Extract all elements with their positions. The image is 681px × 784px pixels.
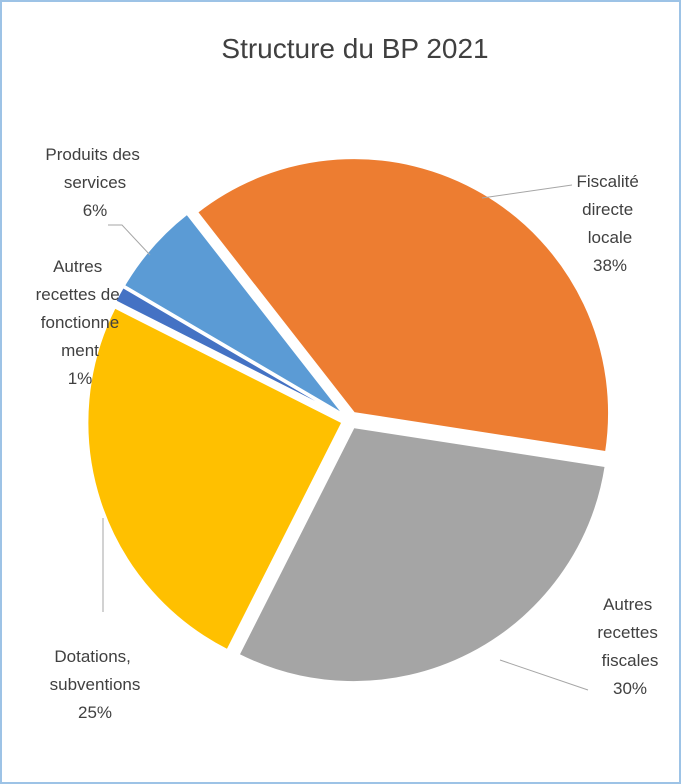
pie-slice [114, 285, 344, 418]
slice-value-label: 6% [83, 201, 108, 220]
slice-value-label: 25% [78, 703, 112, 722]
slice-value-label: 30% [613, 679, 647, 698]
slice-label: Produits des services [45, 145, 144, 192]
slice-label: Fiscalité directe locale [576, 172, 643, 247]
leader-line [481, 184, 573, 199]
leader-line [108, 224, 151, 256]
slice-label: Autres recettes de fonctionne ment [36, 257, 125, 360]
slice-value-label: 1% [68, 369, 93, 388]
slice-label: Autres recettes fiscales [597, 595, 662, 670]
slice-label: Dotations, subventions [50, 647, 141, 694]
pie-slice [195, 157, 611, 454]
slice-value-label: 38% [593, 256, 627, 275]
pie-slice [86, 306, 344, 652]
pie-slice [122, 212, 345, 416]
chart-title: Structure du BP 2021 [221, 33, 488, 64]
leader-line [499, 659, 589, 691]
pie-slice [237, 426, 607, 684]
